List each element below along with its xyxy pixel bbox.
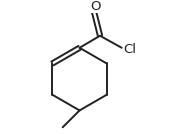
Text: Cl: Cl [123, 42, 136, 55]
Text: O: O [90, 0, 100, 13]
